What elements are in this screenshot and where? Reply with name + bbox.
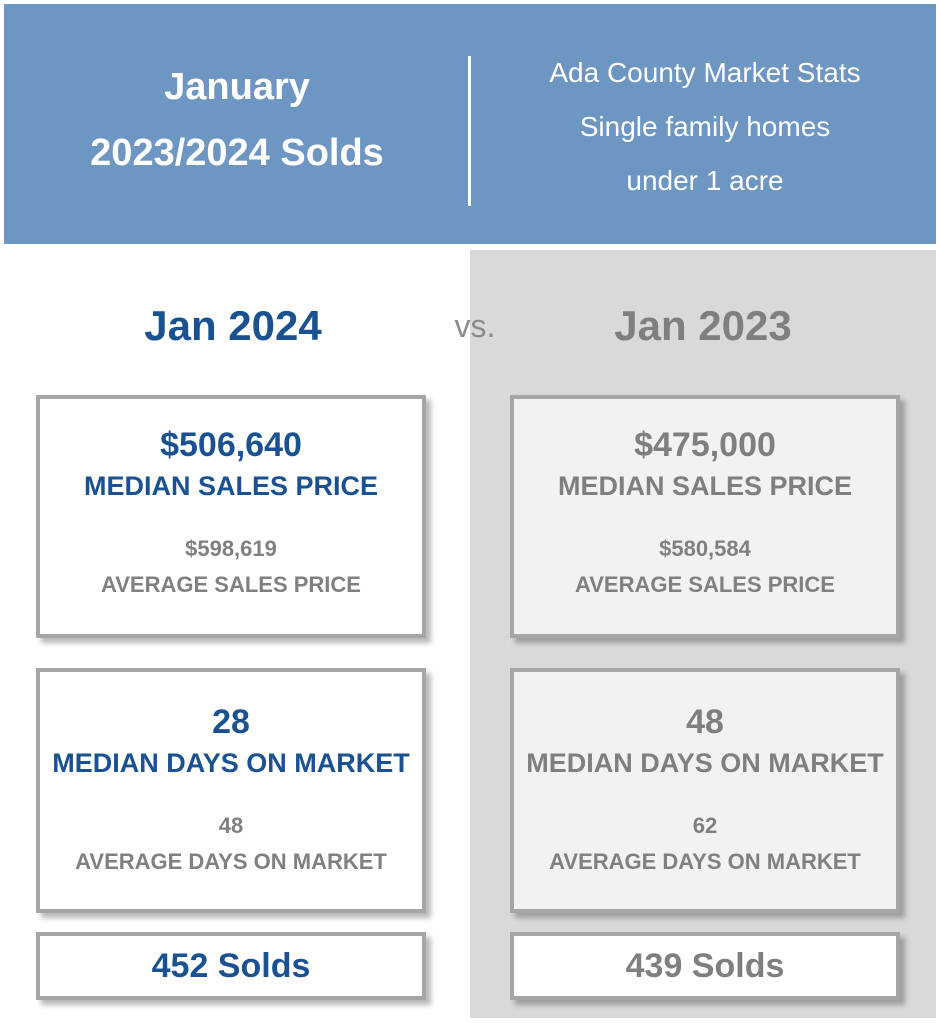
header-subtitle-line2: Single family homes xyxy=(579,111,831,142)
previous-avg-price: $580,584 xyxy=(659,536,751,561)
current-avg-days: 48 xyxy=(218,813,244,838)
previous-solds: 439 Solds xyxy=(625,947,785,985)
header-subtitle-line1: Ada County Market Stats xyxy=(549,57,861,88)
current-median-price: $506,640 xyxy=(160,426,302,464)
current-avg-days-label: AVERAGE DAYS ON MARKET xyxy=(75,849,387,874)
header-title-line1: January xyxy=(164,66,310,108)
current-avg-price-label: AVERAGE SALES PRICE xyxy=(101,572,361,597)
current-avg-price: $598,619 xyxy=(185,536,277,561)
previous-price-card: $475,000 MEDIAN SALES PRICE $580,584 AVE… xyxy=(510,395,900,638)
current-solds: 452 Solds xyxy=(151,947,311,985)
header-subtitle: Ada County Market Stats Single family ho… xyxy=(474,46,936,208)
current-period-title: Jan 2024 xyxy=(144,302,322,349)
header-divider xyxy=(468,56,471,206)
previous-solds-box: 439 Solds xyxy=(510,932,900,1000)
previous-period-title: Jan 2023 xyxy=(614,302,792,349)
previous-median-price-label: MEDIAN SALES PRICE xyxy=(557,471,853,501)
header-title-line2: 2023/2024 Solds xyxy=(90,132,384,174)
header-title: January 2023/2024 Solds xyxy=(4,54,470,186)
current-median-days-label: MEDIAN DAYS ON MARKET xyxy=(52,748,410,778)
header-subtitle-line3: under 1 acre xyxy=(626,165,784,196)
current-price-card: $506,640 MEDIAN SALES PRICE $598,619 AVE… xyxy=(36,395,426,638)
previous-days-card: 48 MEDIAN DAYS ON MARKET 62 AVERAGE DAYS… xyxy=(510,668,900,913)
previous-avg-price-label: AVERAGE SALES PRICE xyxy=(575,572,835,597)
previous-avg-days: 62 xyxy=(692,813,718,838)
previous-avg-days-label: AVERAGE DAYS ON MARKET xyxy=(549,849,861,874)
previous-median-days: 48 xyxy=(686,703,724,741)
previous-median-price: $475,000 xyxy=(634,426,776,464)
header-banner: January 2023/2024 Solds Ada County Marke… xyxy=(4,4,936,244)
current-solds-box: 452 Solds xyxy=(36,932,426,1000)
current-median-days: 28 xyxy=(212,703,250,741)
current-days-card: 28 MEDIAN DAYS ON MARKET 48 AVERAGE DAYS… xyxy=(36,668,426,913)
vs-label: vs. xyxy=(454,308,496,344)
current-median-price-label: MEDIAN SALES PRICE xyxy=(83,471,379,501)
previous-median-days-label: MEDIAN DAYS ON MARKET xyxy=(526,748,884,778)
